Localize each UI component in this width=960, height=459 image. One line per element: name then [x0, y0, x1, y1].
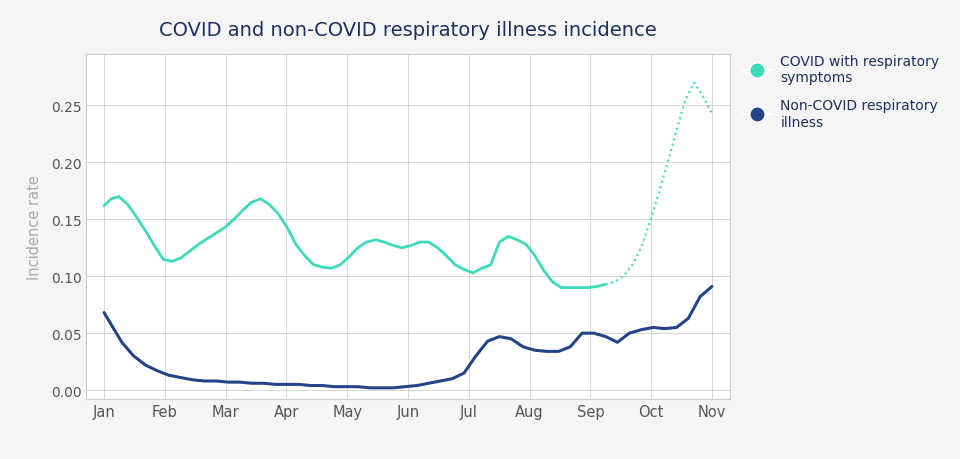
Legend: COVID with respiratory
symptoms, Non-COVID respiratory
illness: COVID with respiratory symptoms, Non-COV… [743, 55, 940, 129]
Title: COVID and non-COVID respiratory illness incidence: COVID and non-COVID respiratory illness … [159, 21, 657, 39]
Y-axis label: Incidence rate: Incidence rate [28, 175, 42, 280]
